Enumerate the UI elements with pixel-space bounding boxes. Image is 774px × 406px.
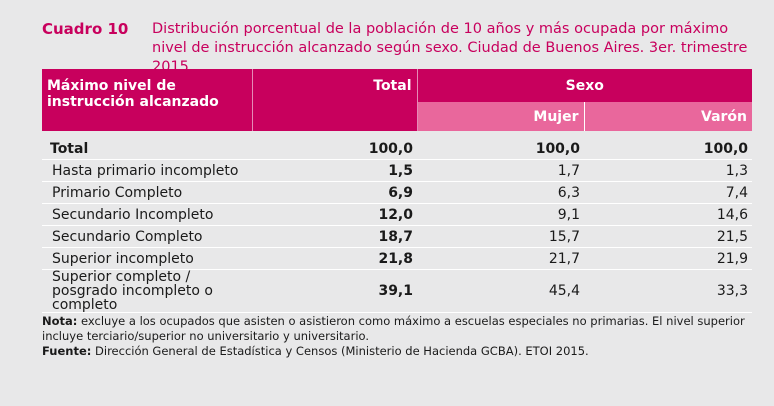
cell-mujer: 100,0	[417, 131, 584, 160]
cell-varon: 100,0	[584, 131, 753, 160]
cell-total: 1,5	[252, 159, 417, 182]
cell-varon: 7,4	[584, 181, 753, 204]
source-text: Dirección General de Estadística y Censo…	[91, 344, 589, 358]
cell-varon: 21,9	[584, 247, 753, 270]
table-notes: Nota: excluye a los ocupados que asisten…	[42, 314, 757, 359]
cell-total: 21,8	[252, 247, 417, 270]
cell-mujer: 15,7	[417, 225, 584, 248]
cell-varon: 21,5	[584, 225, 753, 248]
cell-mujer: 1,7	[417, 159, 584, 182]
cell-total: 39,1	[252, 269, 417, 313]
cell-varon: 1,3	[584, 159, 753, 182]
header-varon: Varón	[584, 102, 753, 131]
row-label: Secundario Incompleto	[42, 203, 252, 226]
cell-total: 12,0	[252, 203, 417, 226]
table-row: Superior incompleto 21,8 21,7 21,9	[42, 247, 753, 270]
cell-total: 6,9	[252, 181, 417, 204]
row-label: Hasta primario incompleto	[42, 159, 252, 182]
table-row: Secundario Completo 18,7 15,7 21,5	[42, 225, 753, 248]
cell-varon: 14,6	[584, 203, 753, 226]
row-label: Superior completo / posgrado incompleto …	[42, 269, 252, 313]
header-mujer: Mujer	[417, 102, 585, 131]
table-number: Cuadro 10	[42, 20, 129, 38]
header-sexo: Sexo	[417, 69, 753, 102]
cell-total: 18,7	[252, 225, 417, 248]
cell-mujer: 9,1	[417, 203, 584, 226]
table-row: Superior completo / posgrado incompleto …	[42, 269, 753, 313]
header-total: Total	[252, 69, 418, 131]
cell-mujer: 6,3	[417, 181, 584, 204]
cell-total: 100,0	[252, 131, 417, 160]
note-text: excluye a los ocupados que asisten o asi…	[42, 314, 745, 343]
row-label: Total	[42, 131, 252, 160]
data-table: Máximo nivel de instrucción alcanzado To…	[42, 69, 753, 313]
source-line: Fuente: Dirección General de Estadística…	[42, 344, 757, 359]
table-title: Distribución porcentual de la población …	[152, 21, 748, 75]
row-label: Primario Completo	[42, 181, 252, 204]
cell-mujer: 21,7	[417, 247, 584, 270]
note-line: Nota: excluye a los ocupados que asisten…	[42, 314, 757, 344]
table-row: Primario Completo 6,9 6,3 7,4	[42, 181, 753, 204]
row-label: Superior incompleto	[42, 247, 252, 270]
table-row: Hasta primario incompleto 1,5 1,7 1,3	[42, 159, 753, 182]
row-label: Secundario Completo	[42, 225, 252, 248]
table-row: Secundario Incompleto 12,0 9,1 14,6	[42, 203, 753, 226]
header-level: Máximo nivel de instrucción alcanzado	[42, 69, 253, 131]
note-label: Nota:	[42, 314, 78, 328]
cell-mujer: 45,4	[417, 269, 584, 313]
source-label: Fuente:	[42, 344, 92, 358]
cell-varon: 33,3	[584, 269, 753, 313]
table-row: Total 100,0 100,0 100,0	[42, 131, 753, 160]
